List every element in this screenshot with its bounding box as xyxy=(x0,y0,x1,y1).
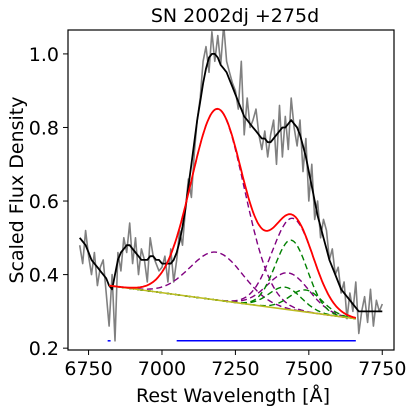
plot-area xyxy=(78,30,384,342)
y-tick-label: 0.4 xyxy=(29,265,59,287)
axes: 6750 7000 7250 7500 7750 0.2 0.4 0.6 0.8 1.0 xyxy=(29,29,406,380)
x-tick-label: 6750 xyxy=(64,358,112,380)
continuum-line xyxy=(108,284,356,320)
axes-frame xyxy=(67,29,395,351)
smoothed-spectrum-line xyxy=(79,53,383,313)
x-axis-label: Rest Wavelength [Å] xyxy=(136,384,330,407)
y-tick-label: 0.6 xyxy=(29,191,59,213)
x-tick-label: 7250 xyxy=(211,358,259,380)
observed-spectrum-line xyxy=(78,30,384,342)
y-tick-label: 0.8 xyxy=(29,117,59,139)
total-fit-line xyxy=(108,107,357,319)
y-axis-label: Scaled Flux Density xyxy=(6,97,28,284)
x-tick-label: 7000 xyxy=(138,358,186,380)
y-tick-label: 0.2 xyxy=(29,338,59,360)
x-tick-label: 7500 xyxy=(285,358,333,380)
x-tick-label: 7750 xyxy=(358,358,406,380)
y-tick-label: 1.0 xyxy=(29,44,59,66)
chart-title: SN 2002dj +275d xyxy=(151,5,319,27)
